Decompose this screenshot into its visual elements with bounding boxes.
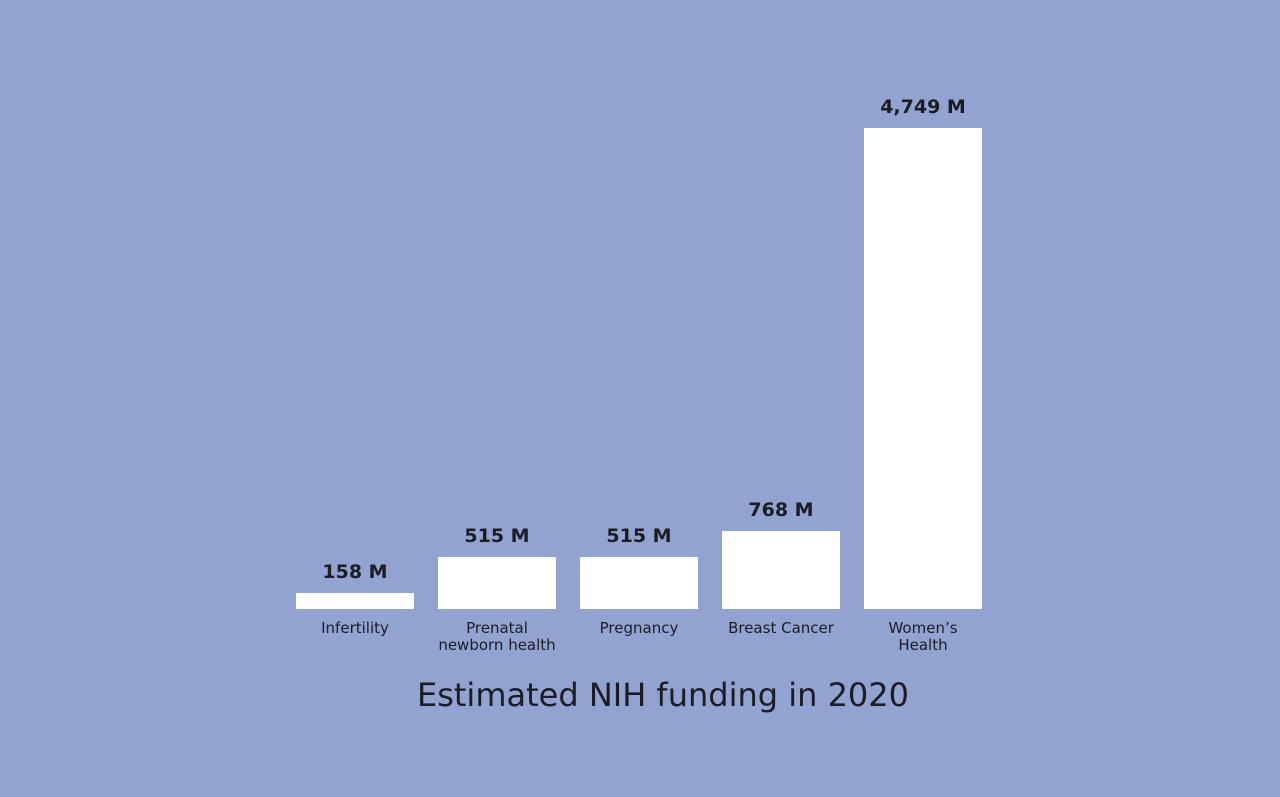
value-label: 4,749 M — [880, 96, 966, 118]
bar — [580, 556, 698, 609]
bar — [722, 531, 840, 609]
bar — [864, 128, 982, 609]
value-label: 768 M — [748, 499, 814, 522]
chart-title: Estimated NIH funding in 2020 — [416, 676, 909, 714]
value-label: 158 M — [322, 560, 388, 583]
x-tick-label: Prenatal newborn health — [438, 619, 556, 654]
x-tick-label: Pregnancy — [599, 619, 679, 637]
x-tick-label: Breast Cancer — [728, 619, 834, 637]
value-label: 515 M — [606, 524, 672, 547]
value-label: 515 M — [464, 524, 530, 547]
bar — [296, 592, 414, 609]
x-tick-label: Women’s Health — [888, 619, 958, 654]
x-tick-label: Infertility — [321, 619, 389, 637]
bar — [438, 556, 556, 609]
